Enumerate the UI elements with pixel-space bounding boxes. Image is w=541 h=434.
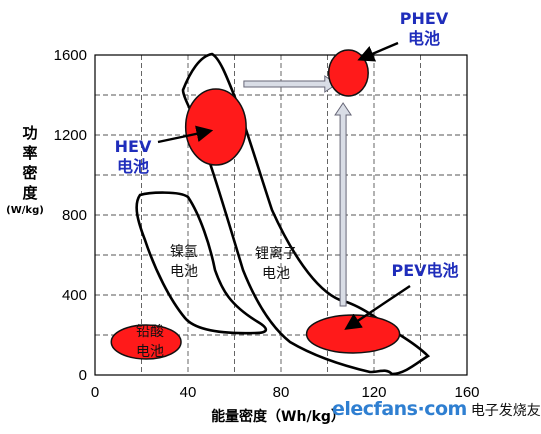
x-tick-label: 120 xyxy=(361,384,386,401)
y-axis-title-char: 率 xyxy=(22,144,37,162)
target-pointer-arrow xyxy=(157,125,214,144)
target-ellipse xyxy=(184,88,247,166)
y-tick-label: 800 xyxy=(62,207,87,224)
y-axis-title-char: 功 xyxy=(22,124,37,142)
x-tick-label: 0 xyxy=(91,384,99,401)
plot-frame xyxy=(94,54,468,376)
region-nimh-outline xyxy=(135,191,268,335)
target-label: 电池 xyxy=(408,29,440,48)
x-tick-label: 40 xyxy=(180,384,197,401)
region-label: 电池 xyxy=(170,264,198,280)
target-label: PHEV xyxy=(400,9,449,28)
target-ellipse xyxy=(327,49,369,97)
watermark-brand: elecfans·com xyxy=(332,398,467,420)
region-label: 锂离子 xyxy=(255,245,297,262)
y-tick-label: 400 xyxy=(62,287,87,304)
y-axis-title-char: 度 xyxy=(22,184,38,202)
target-label: PEV电池 xyxy=(391,261,458,280)
x-tick-label: 160 xyxy=(454,384,479,401)
watermark-cn: 电子发烧友 xyxy=(470,403,541,419)
watermark: elecfans·com 电子发烧友 xyxy=(332,398,541,428)
x-tick-label: 80 xyxy=(273,384,290,401)
y-tick-label: 1200 xyxy=(54,127,87,144)
arrow-pev-to-phev xyxy=(334,102,353,307)
arrow-hev-to-phev xyxy=(243,75,338,93)
y-axis-title-char: 密 xyxy=(22,164,37,182)
region-label: 铅酸 xyxy=(136,324,164,340)
target-pointer-arrow xyxy=(357,41,399,62)
region-leadacid-ellipse xyxy=(110,324,182,360)
y-axis-unit: (W/kg) xyxy=(6,205,44,216)
y-tick-label: 1600 xyxy=(54,47,87,64)
region-label: 镍氢 xyxy=(170,244,198,260)
target-label: HEV xyxy=(115,137,152,156)
region-label: 电池 xyxy=(136,344,164,360)
target-label: 电池 xyxy=(117,157,149,176)
target-pointer-arrow xyxy=(344,285,411,330)
target-ellipse xyxy=(305,314,401,354)
region-label: 电池 xyxy=(262,266,290,282)
y-tick-label: 0 xyxy=(79,367,87,384)
x-axis-title: 能量密度（Wh/kg） xyxy=(211,408,345,425)
